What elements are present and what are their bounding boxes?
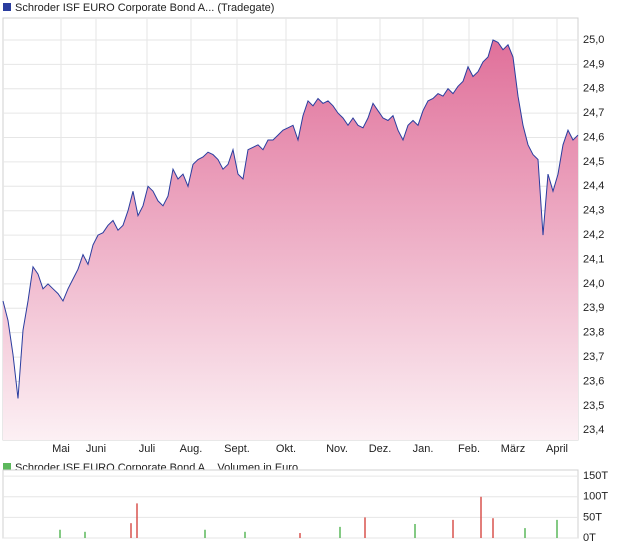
legend-swatch [3,3,11,11]
y-tick-label: 24,8 [583,83,604,95]
x-tick-label: April [546,443,568,455]
bar [136,503,138,538]
bar [299,533,301,538]
x-tick-label: Aug. [180,443,203,455]
bar [414,523,416,538]
plot-area [2,469,579,539]
y-tick-label: 0T [583,532,596,544]
bar [556,519,558,538]
x-tick-label: Nov. [326,443,348,455]
y-tick-label: 24,2 [583,229,604,241]
y-tick-label: 25,0 [583,34,604,46]
x-tick-label: Mai [52,443,70,455]
y-tick-label: 23,6 [583,375,604,387]
y-tick-label: 24,4 [583,180,604,192]
bar [364,517,366,538]
bar [130,523,132,538]
bar [204,529,206,538]
bar [244,531,246,538]
x-tick-label: Juni [86,443,106,455]
area [3,40,578,440]
y-tick-label: 24,7 [583,107,604,119]
x-tick-label: Feb. [458,443,480,455]
x-tick-label: Okt. [276,443,296,455]
y-tick-label: 23,9 [583,302,604,314]
x-tick-label: März [501,443,525,455]
bar [84,531,86,538]
x-tick-label: Sept. [224,443,250,455]
bar [524,528,526,538]
legend-label: Schroder ISF EURO Corporate Bond A... (T… [15,2,274,14]
bar [492,518,494,538]
y-tick-label: 24,9 [583,58,604,70]
y-tick-label: 100T [583,491,608,503]
y-tick-label: 23,5 [583,400,604,412]
y-tick-label: 23,4 [583,424,604,436]
y-tick-label: 24,5 [583,156,604,168]
y-tick-label: 24,1 [583,253,604,265]
bar [480,496,482,538]
y-tick-label: 24,6 [583,131,604,143]
y-tick-label: 23,8 [583,327,604,339]
bar [59,529,61,538]
x-tick-label: Dez. [369,443,392,455]
bar [339,526,341,538]
bar [452,519,454,538]
line [2,39,579,399]
y-tick-label: 150T [583,470,608,482]
x-tick-label: Jan. [413,443,434,455]
y-tick-label: 24,0 [583,278,604,290]
y-tick-label: 23,7 [583,351,604,363]
x-tick-label: Juli [139,443,156,455]
y-tick-label: 24,3 [583,205,604,217]
legend-swatch [3,463,11,471]
y-tick-label: 50T [583,511,602,523]
